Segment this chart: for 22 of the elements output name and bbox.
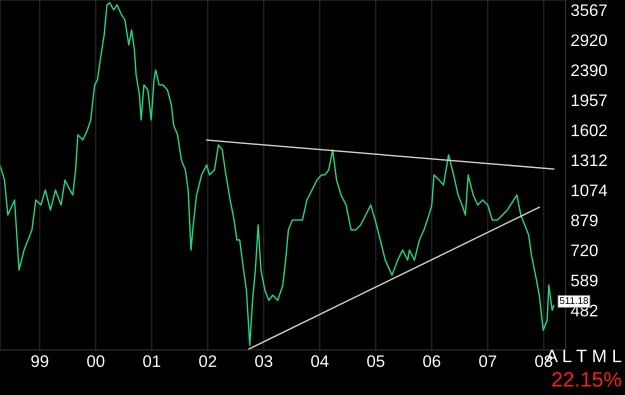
x-tick-label: 05 [367, 355, 384, 368]
y-tick-label: 2390 [571, 64, 607, 76]
y-tick-label: 3567 [571, 4, 607, 16]
line-series [0, 2, 555, 346]
annotation: 511.18 [560, 297, 588, 304]
y-tick-label: 1074 [572, 184, 608, 196]
x-tick-label: 01 [143, 355, 160, 368]
y-tick-label: 589 [571, 274, 598, 286]
y-tick-label: 879 [571, 214, 598, 226]
x-tick-label: 99 [31, 355, 48, 368]
y-tick-label: 1312 [572, 154, 607, 166]
y-tick-label: 2920 [571, 34, 607, 46]
x-tick-label: 06 [423, 355, 440, 368]
y-tick-label: 1957 [572, 94, 607, 106]
text: 22.15% [552, 372, 622, 387]
x-tick-label: 03 [255, 355, 272, 368]
x-tick-label: 07 [479, 355, 496, 368]
x-tick-label: 02 [199, 355, 216, 368]
x-tick-label: 00 [87, 355, 104, 368]
y-tick-label: 1602 [572, 124, 607, 136]
y-tick-label: 720 [571, 244, 598, 256]
x-tick-label: 04 [311, 355, 329, 368]
